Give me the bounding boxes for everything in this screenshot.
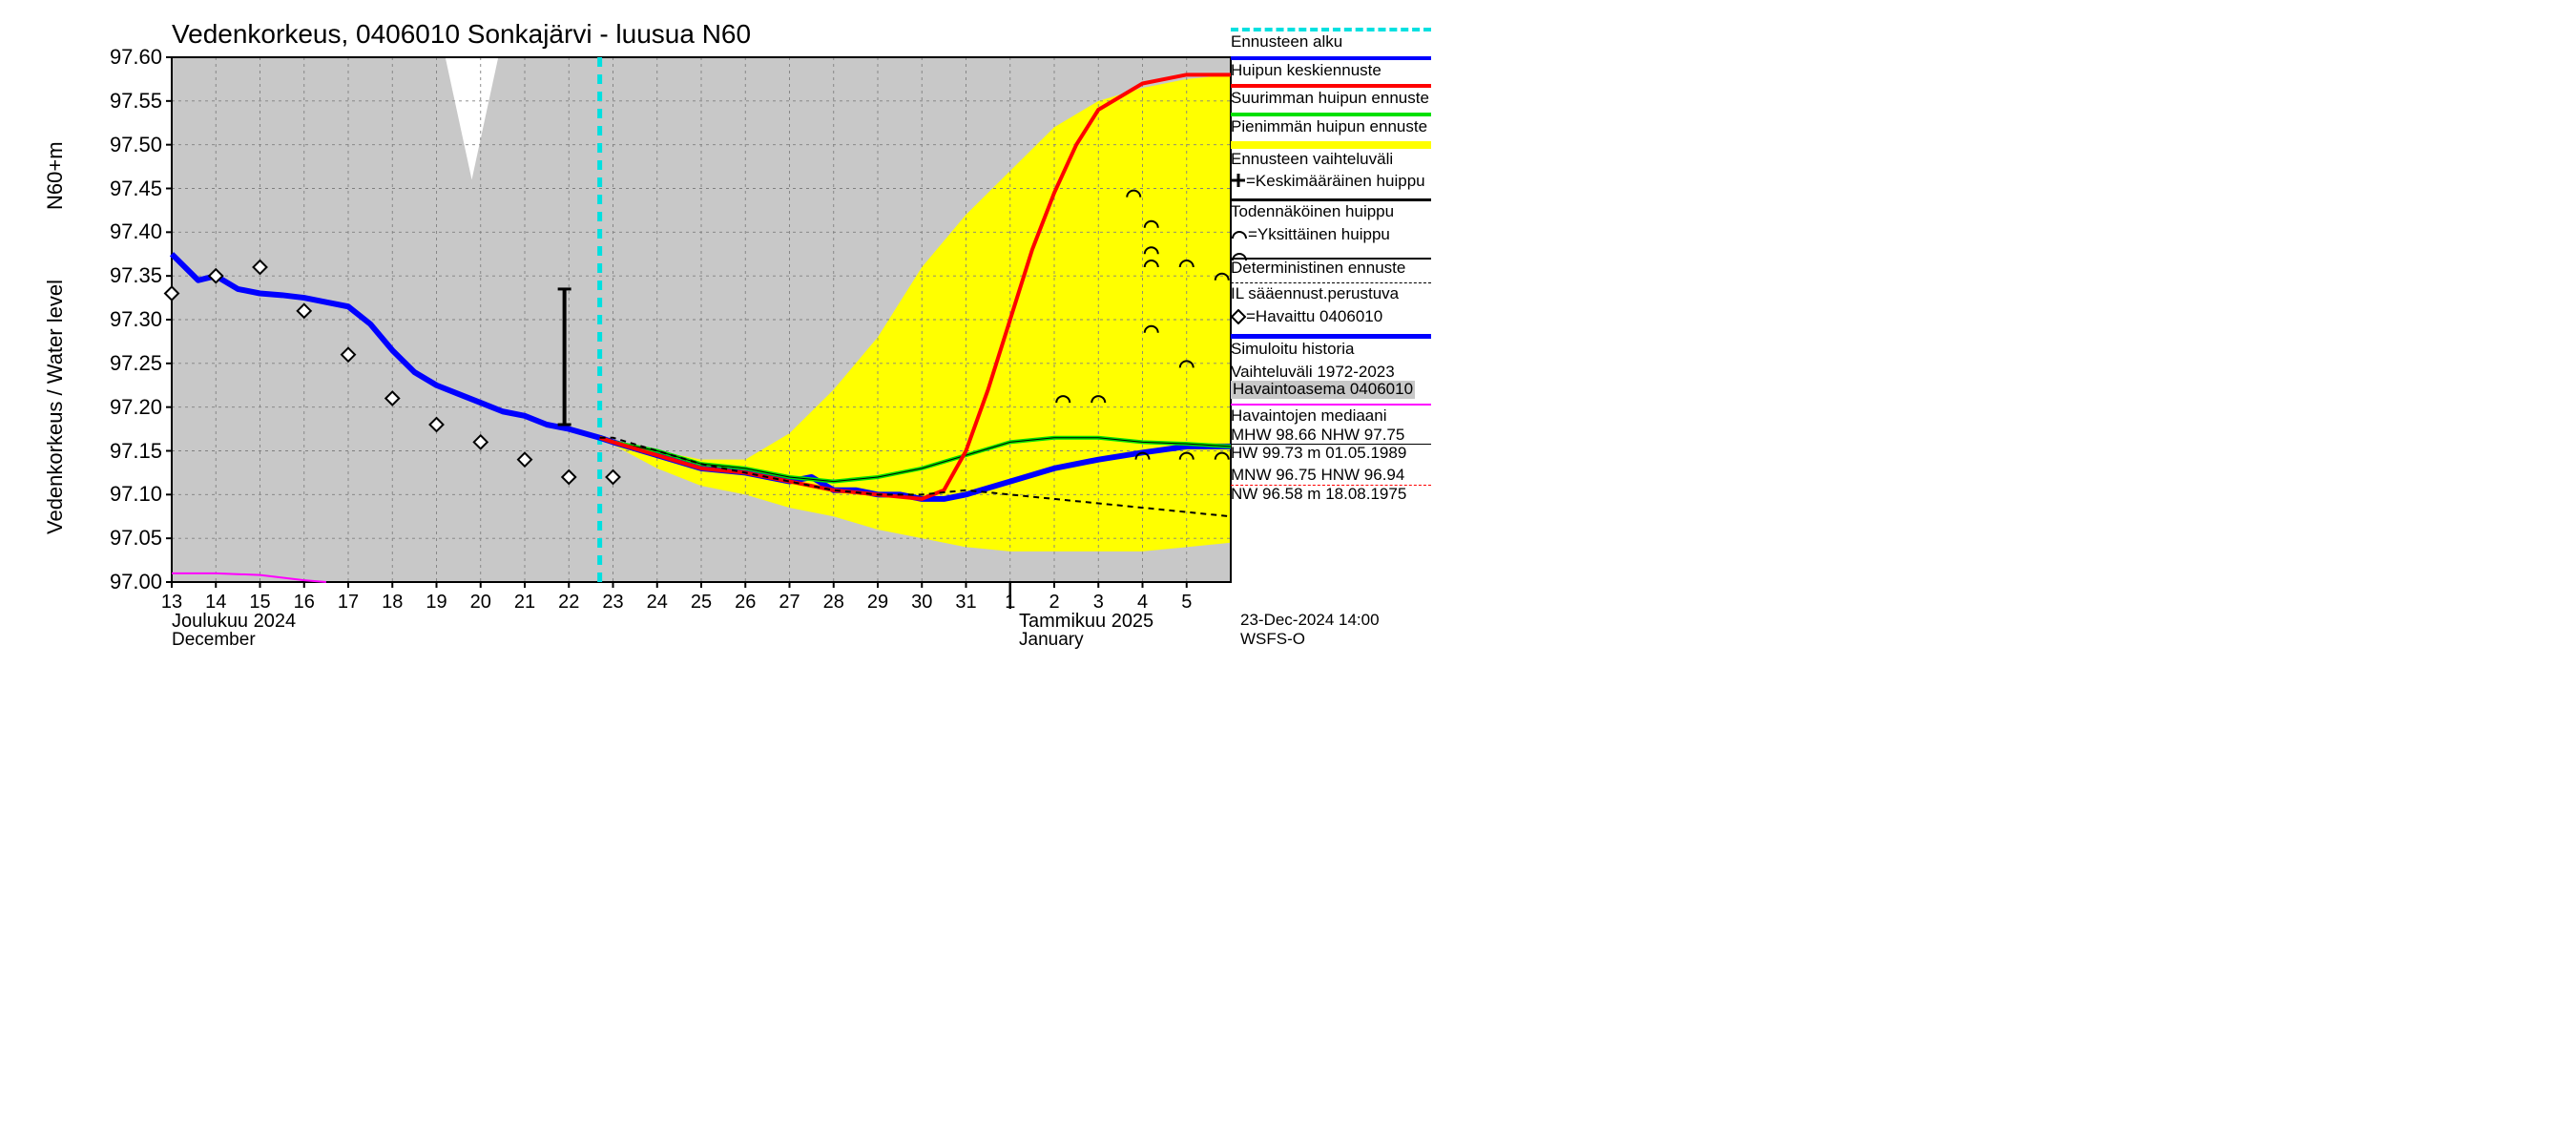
legend-item: Huipun keskiennuste: [1231, 52, 1431, 80]
legend-item: Ennusteen vaihteluväli: [1231, 137, 1431, 169]
legend-item: Suurimman huipun ennuste: [1231, 80, 1431, 108]
y-tick-label: 97.30: [86, 307, 162, 332]
chart-legend: Ennusteen alkuHuipun keskiennusteSuurimm…: [1231, 24, 1431, 503]
x-tick-label: 19: [426, 592, 447, 614]
x-tick-label: 31: [955, 592, 976, 614]
month-label-2-en: January: [1019, 630, 1084, 651]
legend-item: Havaintojen mediaani: [1231, 400, 1431, 426]
x-tick-label: 21: [514, 592, 535, 614]
legend-item: Vaihteluväli 1972-2023 Havaintoasema 040…: [1231, 360, 1431, 399]
legend-item: =Keskimääräinen huippu: [1231, 169, 1431, 194]
x-tick-label: 27: [779, 592, 800, 614]
legend-item: =Yksittäinen huippu: [1231, 222, 1431, 247]
x-tick-label: 30: [911, 592, 932, 614]
y-tick-label: 97.15: [86, 439, 162, 464]
x-tick-label: 25: [691, 592, 712, 614]
x-tick-label: 28: [823, 592, 844, 614]
month-label-1-en: December: [172, 630, 256, 651]
legend-item: =Havaittu 0406010: [1231, 304, 1431, 329]
legend-item: Todennäköinen huippu: [1231, 195, 1431, 221]
x-tick-label: 18: [382, 592, 403, 614]
stats-block: MHW 98.66 NHW 97.75 HW 99.73 m 01.05.198…: [1231, 427, 1431, 504]
x-tick-label: 24: [647, 592, 668, 614]
y-tick-label: 97.10: [86, 482, 162, 507]
x-tick-label: 5: [1181, 592, 1192, 614]
footer-timestamp: 23-Dec-2024 14:00 WSFS-O: [1240, 611, 1431, 649]
legend-item: IL sääennust.perustuva: [1231, 279, 1431, 303]
legend-item: Simuloitu historia: [1231, 330, 1431, 359]
x-tick-label: 1: [1005, 592, 1015, 614]
y-axis-label-units: N60+m: [43, 141, 68, 210]
x-tick-label: 23: [602, 592, 623, 614]
y-tick-label: 97.40: [86, 219, 162, 244]
y-axis-label-name: Vedenkorkeus / Water level: [43, 280, 68, 534]
y-tick-label: 97.45: [86, 177, 162, 201]
x-tick-label: 29: [867, 592, 888, 614]
y-tick-label: 97.55: [86, 89, 162, 114]
y-tick-label: 97.00: [86, 570, 162, 594]
y-tick-label: 97.05: [86, 526, 162, 551]
legend-item: Deterministinen ennuste: [1231, 248, 1431, 278]
y-tick-label: 97.50: [86, 133, 162, 157]
y-tick-label: 97.25: [86, 351, 162, 376]
x-tick-label: 26: [735, 592, 756, 614]
y-tick-label: 97.20: [86, 395, 162, 420]
y-tick-label: 97.35: [86, 263, 162, 288]
x-tick-label: 20: [470, 592, 491, 614]
y-tick-label: 97.60: [86, 45, 162, 70]
x-tick-label: 17: [338, 592, 359, 614]
chart-title: Vedenkorkeus, 0406010 Sonkajärvi - luusu…: [172, 19, 751, 50]
legend-item: Pienimmän huipun ennuste: [1231, 109, 1431, 136]
legend-item: Ennusteen alku: [1231, 24, 1431, 52]
x-tick-label: 22: [558, 592, 579, 614]
x-tick-label: 16: [294, 592, 315, 614]
